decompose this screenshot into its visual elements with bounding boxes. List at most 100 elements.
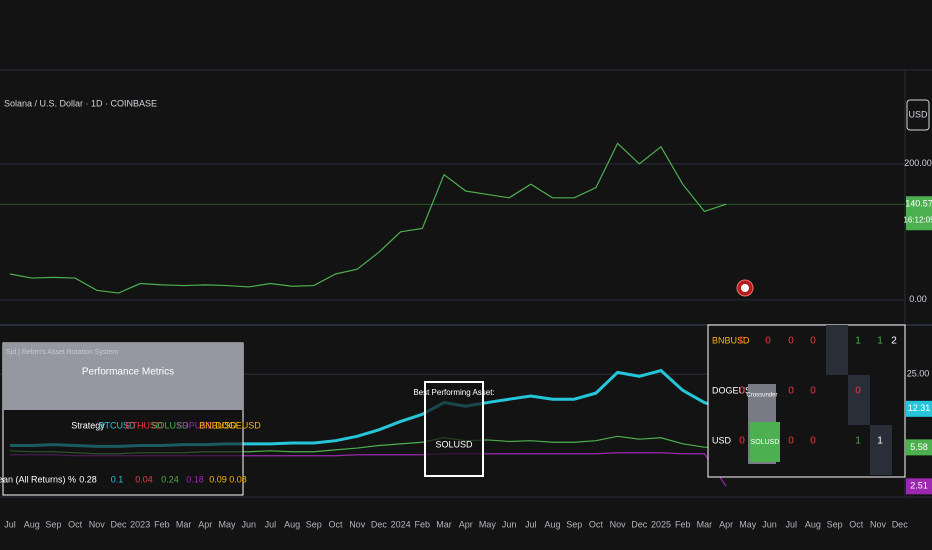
- x-tick-label: 2023: [130, 519, 150, 529]
- signal-value: 0: [810, 336, 816, 347]
- last-value-label: 5.58: [910, 442, 928, 452]
- signal-row-name: USD: [712, 435, 732, 445]
- signal-value: 1: [855, 336, 861, 347]
- x-tick-label: Dec: [631, 519, 648, 529]
- tooltip-asset: SOLUSD: [751, 439, 780, 446]
- x-tick-label: Nov: [349, 519, 366, 529]
- tooltip-asset-box: [750, 422, 780, 462]
- best-asset-value: SOLUSD: [435, 439, 473, 449]
- last-value-label: 12.31: [908, 403, 931, 413]
- x-tick-label: Nov: [870, 519, 887, 529]
- column-header: XRPUSD: [176, 420, 214, 430]
- x-tick-label: Nov: [610, 519, 627, 529]
- column-header: Strategy: [71, 420, 105, 430]
- signal-value: 1: [855, 436, 861, 447]
- column-header: BNBUSD: [199, 420, 237, 430]
- x-tick-label: May: [739, 519, 757, 529]
- last-value-label: 2.51: [910, 481, 928, 491]
- x-tick-label: Sep: [45, 519, 61, 529]
- table-value: 0.28: [79, 474, 97, 484]
- x-tick-label: Apr: [719, 519, 733, 529]
- x-tick-label: Sep: [566, 519, 582, 529]
- best-asset-frame: [424, 381, 484, 477]
- x-tick-label: Jul: [265, 519, 277, 529]
- series-line: [9, 142, 727, 294]
- x-tick-label: Dec: [371, 519, 388, 529]
- signal-value: 0: [810, 386, 816, 397]
- signal-value: 0: [810, 436, 816, 447]
- last-value-label: 140.57: [905, 199, 932, 209]
- x-tick-label: Oct: [68, 519, 83, 529]
- signal-value: 0: [855, 386, 861, 397]
- diagonal-cell: [870, 425, 892, 475]
- signal-value: 1: [877, 336, 883, 347]
- x-tick-label: Jul: [785, 519, 797, 529]
- x-tick-label: Jun: [502, 519, 517, 529]
- column-header: ETHUSD: [125, 420, 163, 430]
- x-tick-label: Mar: [176, 519, 192, 529]
- x-tick-label: Feb: [415, 519, 431, 529]
- x-tick-label: Oct: [849, 519, 864, 529]
- unit-box: [906, 99, 930, 131]
- column-header: DOGEUSD: [215, 420, 261, 430]
- x-tick-label: Dec: [892, 519, 909, 529]
- x-tick-label: Jun: [762, 519, 777, 529]
- signal-value: 0: [788, 336, 794, 347]
- last-value-box: [906, 400, 932, 417]
- tooltip-title: Crossunder: [746, 393, 777, 399]
- diagonal-cell: [848, 375, 870, 425]
- symbol-title: Solana / U.S. Dollar · 1D · COINBASE: [4, 98, 157, 108]
- x-tick-label: Apr: [198, 519, 212, 529]
- table-value: 0.1: [111, 474, 124, 484]
- x-tick-label: Mar: [697, 519, 713, 529]
- x-tick-label: Dec: [110, 519, 127, 529]
- last-value-box: [906, 439, 932, 456]
- x-tick-label: Jul: [4, 519, 16, 529]
- x-tick-label: 2024: [391, 519, 411, 529]
- system-name: Sjd | Rebrn's Asset Rotation System: [6, 349, 118, 356]
- x-tick-label: 2025: [651, 519, 671, 529]
- table-value: 0.08: [229, 474, 247, 484]
- event-flag-icon: [741, 284, 749, 292]
- x-tick-label: Mar: [436, 519, 452, 529]
- x-tick-label: May: [218, 519, 236, 529]
- row-label: Mean (All Returns) %: [0, 474, 76, 484]
- x-tick-label: Sep: [827, 519, 843, 529]
- table-value: 0.24: [161, 474, 179, 484]
- signal-value: 0: [765, 336, 771, 347]
- signal-value: 1: [877, 436, 883, 447]
- y-tick-label: 200.00: [904, 158, 932, 168]
- last-value-box: [906, 196, 932, 231]
- column-header: BTCUSD: [98, 420, 136, 430]
- best-asset-label: Best Performing Asset:: [413, 388, 494, 397]
- x-tick-label: May: [479, 519, 497, 529]
- axis-unit: USD: [908, 109, 928, 119]
- x-tick-label: Aug: [805, 519, 821, 529]
- table-value: 0.09: [209, 474, 227, 484]
- x-tick-label: Jul: [525, 519, 537, 529]
- signal-value: 0: [739, 336, 745, 347]
- x-tick-label: Nov: [89, 519, 106, 529]
- y-tick-label: 0.00: [909, 294, 927, 304]
- x-tick-label: Apr: [459, 519, 473, 529]
- diagonal-cell: [826, 325, 848, 375]
- x-tick-label: Aug: [24, 519, 40, 529]
- y-tick-label: 25.00: [907, 369, 930, 379]
- signal-row-name: BNBUSD: [712, 335, 750, 345]
- signal-value: 0: [739, 436, 745, 447]
- signal-value: 2: [891, 336, 897, 347]
- x-tick-label: Jun: [241, 519, 256, 529]
- last-value-time: 16:12:05: [903, 215, 932, 224]
- x-tick-label: Aug: [544, 519, 560, 529]
- column-header: SOLUSD: [151, 420, 189, 430]
- table-title: Performance Metrics: [82, 367, 174, 378]
- signal-value: 0: [788, 386, 794, 397]
- x-tick-label: Aug: [284, 519, 300, 529]
- signal-row-name: DOGEUSD: [712, 385, 758, 395]
- table-value: 0.04: [135, 474, 153, 484]
- table-value: 0.18: [186, 474, 204, 484]
- x-tick-label: Oct: [328, 519, 343, 529]
- signal-value: 0: [739, 386, 745, 397]
